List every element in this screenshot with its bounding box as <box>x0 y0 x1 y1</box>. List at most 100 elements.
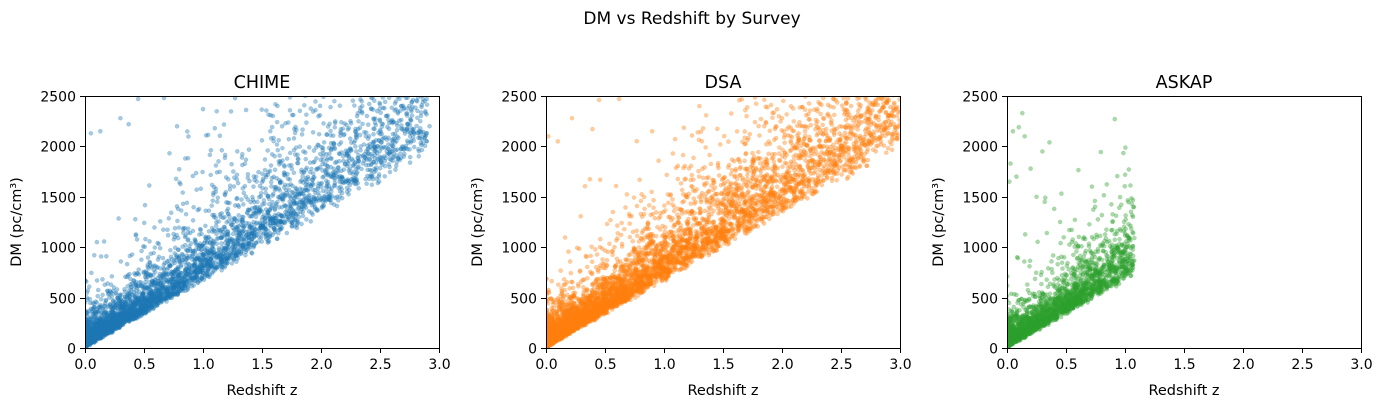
data-point <box>371 159 377 165</box>
data-point <box>409 108 414 114</box>
data-point <box>113 321 119 327</box>
data-point <box>141 292 146 298</box>
data-point <box>267 222 273 228</box>
data-point <box>149 297 155 303</box>
data-point <box>387 156 393 162</box>
data-point <box>221 257 227 262</box>
data-point <box>205 263 211 269</box>
data-point <box>96 318 102 324</box>
data-point <box>313 198 319 204</box>
data-point <box>180 226 186 232</box>
data-point <box>145 255 151 260</box>
y-tick-label: 1000 <box>40 241 76 257</box>
data-point <box>135 271 140 276</box>
data-point <box>380 105 386 111</box>
data-point <box>157 285 163 290</box>
data-point <box>168 247 173 253</box>
data-point <box>331 98 337 104</box>
data-point <box>279 213 285 218</box>
data-point <box>111 285 117 290</box>
data-point <box>288 196 294 201</box>
data-point <box>92 329 98 334</box>
data-point <box>137 309 143 315</box>
data-point <box>311 160 316 165</box>
data-point <box>330 133 336 138</box>
data-point <box>116 321 122 326</box>
data-point <box>312 204 318 210</box>
data-point <box>227 214 232 220</box>
data-point <box>198 186 204 192</box>
data-point <box>169 261 175 267</box>
y-tick-label: 2500 <box>40 90 76 106</box>
data-point <box>310 129 316 135</box>
data-point <box>155 257 161 262</box>
data-point <box>266 112 271 118</box>
data-point <box>283 187 289 193</box>
data-point <box>214 236 220 241</box>
data-point <box>183 257 189 263</box>
data-point <box>127 315 133 321</box>
data-point <box>92 336 98 342</box>
data-point <box>272 221 278 227</box>
data-point <box>97 316 103 322</box>
data-point <box>235 180 241 186</box>
data-point <box>91 252 97 258</box>
data-point <box>219 210 225 216</box>
data-point <box>138 282 144 288</box>
data-point <box>135 96 141 102</box>
data-point <box>339 195 345 201</box>
data-point <box>183 266 189 272</box>
data-point <box>339 186 345 192</box>
data-point <box>98 319 104 324</box>
data-point <box>322 197 327 202</box>
data-point <box>289 203 294 209</box>
data-point <box>106 310 111 316</box>
data-point <box>101 322 106 328</box>
data-point <box>175 218 180 224</box>
data-point <box>295 160 301 166</box>
data-point <box>243 194 249 199</box>
data-point <box>129 298 135 304</box>
data-point <box>219 241 224 246</box>
data-point <box>103 316 109 322</box>
data-point <box>139 293 145 299</box>
data-point <box>387 152 393 157</box>
data-point <box>225 206 231 212</box>
data-point <box>145 303 151 308</box>
figure-suptitle: DM vs Redshift by Survey <box>583 9 800 29</box>
data-point <box>185 230 191 235</box>
data-point <box>353 173 359 178</box>
data-point <box>98 332 104 338</box>
data-point <box>285 120 291 125</box>
data-point <box>171 237 177 242</box>
data-point <box>124 261 130 267</box>
x-tick-label: 0.5 <box>133 357 155 373</box>
data-point <box>221 224 227 230</box>
data-point <box>305 188 311 193</box>
data-point <box>203 223 208 229</box>
data-point <box>99 317 105 322</box>
data-point <box>103 253 109 259</box>
data-point <box>265 240 271 245</box>
data-point <box>152 245 158 250</box>
data-point <box>269 151 275 157</box>
data-point <box>310 212 315 217</box>
data-point <box>88 337 93 343</box>
data-point <box>296 205 302 211</box>
data-point <box>213 163 219 168</box>
data-point <box>195 207 201 213</box>
data-point <box>114 314 120 320</box>
data-point <box>203 133 209 138</box>
data-point <box>322 162 328 167</box>
data-point <box>194 273 200 279</box>
data-point <box>239 155 245 160</box>
data-point <box>320 188 326 194</box>
data-point <box>113 321 119 327</box>
data-point <box>356 158 362 164</box>
data-point <box>193 252 199 257</box>
data-point <box>239 197 244 202</box>
data-point <box>418 142 424 148</box>
data-point <box>106 291 112 296</box>
data-point <box>265 148 271 153</box>
data-point <box>150 279 156 284</box>
